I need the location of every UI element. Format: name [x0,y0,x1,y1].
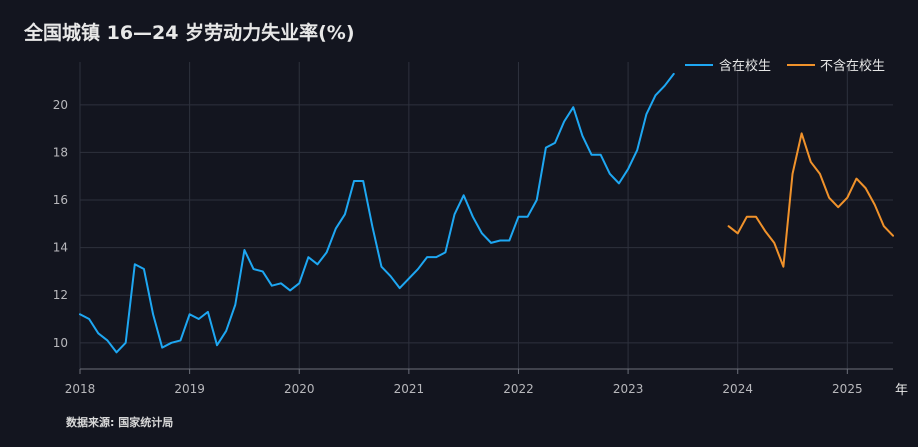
chart-title: 全国城镇 16—24 岁劳动力失业率(%) [24,22,355,44]
x-tick-label: 2019 [174,382,205,396]
y-tick-label: 16 [53,193,68,207]
legend-label: 含在校生 [719,58,771,74]
y-tick-label: 12 [53,288,68,302]
x-tick-label: 2022 [503,382,534,396]
x-tick-label: 2018 [65,382,96,396]
x-tick-label: 2024 [722,382,753,396]
series-line-incl-students [79,72,675,354]
legend-item-incl-students: 含在校生 [685,58,771,74]
legend: 含在校生 不含在校生 [685,58,885,74]
y-tick-label: 18 [53,145,68,159]
x-axis-unit-label: 年 [895,383,908,398]
y-tick-label: 20 [53,98,68,112]
y-tick-label: 10 [53,336,68,350]
x-tick-label: 2021 [394,382,425,396]
x-tick-label: 2023 [613,382,644,396]
legend-item-excl-students: 不含在校生 [787,58,885,74]
series-lines [79,72,894,354]
axes: 10 12 14 16 18 20 2018 2019 2020 2021 2022 2023 2024… [53,98,908,398]
y-tick-label: 14 [53,241,68,255]
grid-lines [79,62,893,369]
legend-label: 不含在校生 [820,58,885,74]
x-tick-label: 2020 [284,382,315,396]
series-line-excl-students [727,132,894,268]
x-tick-label: 2025 [832,382,863,396]
data-source-note: 数据来源: 国家统计局 [66,416,174,429]
